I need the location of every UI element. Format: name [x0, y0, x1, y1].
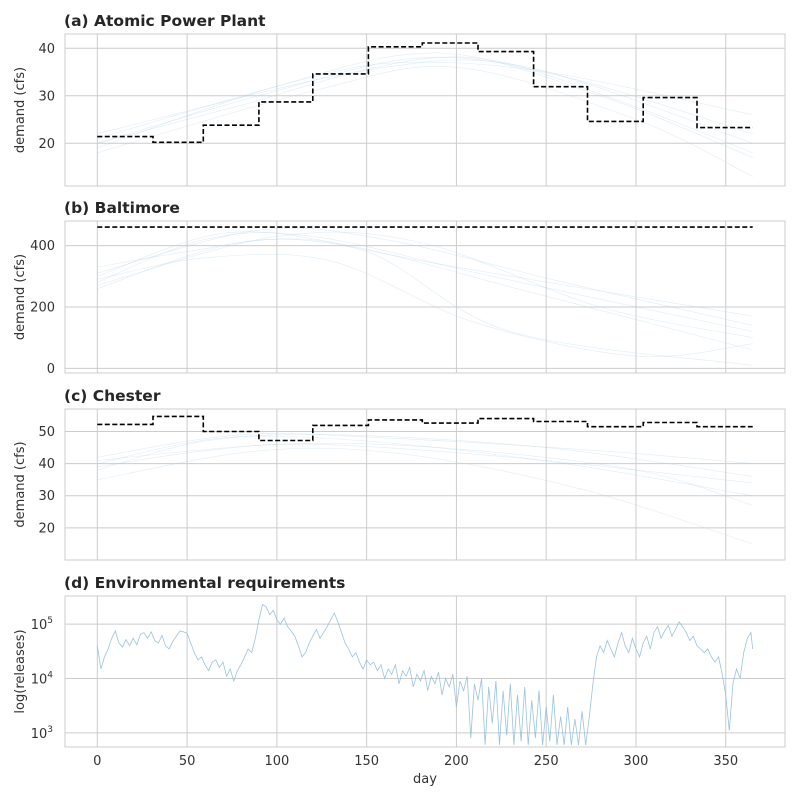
ensemble-line	[97, 66, 753, 177]
x-tick-label: 200	[444, 754, 469, 769]
release-line	[96, 603, 754, 745]
panel-2: 0 200 400 (b) Baltimore demand (cfs)	[13, 199, 786, 377]
y-tick-label: 20	[38, 137, 55, 152]
ensemble-line	[97, 238, 753, 317]
x-tick-label: 250	[534, 754, 559, 769]
series-group	[96, 603, 754, 745]
x-tick-label: 150	[354, 754, 379, 769]
panel-title: (a) Atomic Power Plant	[64, 12, 266, 30]
plot-area	[64, 595, 786, 748]
ensemble-line	[97, 56, 753, 144]
ensemble-line	[97, 231, 753, 351]
x-tick-label: 350	[713, 754, 738, 769]
ensemble-line	[97, 52, 753, 158]
y-axis-label: demand (cfs)	[13, 254, 28, 340]
ensemble-line	[97, 61, 753, 139]
y-tick-label: 50	[38, 425, 55, 440]
ensemble-line	[97, 433, 753, 464]
y-tick-label: 200	[30, 300, 55, 315]
ensemble-line	[97, 238, 753, 366]
ensemble-line	[97, 443, 753, 484]
panel-4: 0 50 100 150 200 250 300 350 103 104 105 (d) Enviro…	[13, 574, 786, 787]
plot-area	[64, 220, 786, 374]
x-tick-label: 50	[179, 754, 196, 769]
ensemble-line	[97, 253, 753, 357]
x-tick-label: 100	[264, 754, 289, 769]
panel-title: (d) Environmental requirements	[64, 574, 345, 592]
y-axis-label: demand (cfs)	[13, 441, 28, 527]
ensemble-line	[97, 442, 753, 506]
ensemble-line	[97, 56, 753, 154]
ensemble-line	[97, 435, 753, 496]
plot-area	[64, 408, 786, 561]
y-tick-label: 104	[31, 671, 54, 688]
ensemble-line	[97, 227, 753, 326]
demand-line	[97, 42, 753, 144]
ensemble-line	[97, 434, 753, 477]
panel-title: (b) Baltimore	[64, 199, 180, 217]
series-group	[97, 42, 753, 177]
y-tick-label: 20	[38, 521, 55, 536]
x-tick-label: 0	[93, 754, 101, 769]
y-axis-label: demand (cfs)	[13, 67, 28, 153]
ensemble-line	[97, 232, 753, 332]
ensemble-line	[97, 59, 753, 144]
x-axis-label: day	[413, 772, 437, 787]
y-tick-label: 103	[31, 725, 53, 742]
panel-title: (c) Chester	[64, 387, 161, 405]
y-tick-label: 105	[31, 616, 53, 633]
x-tick-label: 300	[624, 754, 649, 769]
ensemble-line	[97, 231, 753, 338]
y-tick-label: 30	[38, 489, 55, 504]
y-axis-label: log(releases)	[13, 629, 28, 713]
panel-3: 20 30 40 50 (c) Chester demand (cfs)	[13, 387, 786, 561]
y-tick-label: 40	[38, 42, 55, 57]
series-group	[97, 226, 753, 366]
plot-area	[64, 33, 786, 187]
y-tick-label: 0	[47, 362, 55, 377]
demand-line	[97, 415, 753, 442]
y-tick-label: 30	[38, 89, 55, 104]
series-group	[97, 415, 753, 545]
ensemble-line	[97, 447, 753, 545]
y-tick-label: 400	[30, 239, 55, 254]
panel-1: 20 30 40 (a) Atomic Power Plant demand (cfs)	[13, 12, 786, 187]
y-tick-label: 40	[38, 457, 55, 472]
